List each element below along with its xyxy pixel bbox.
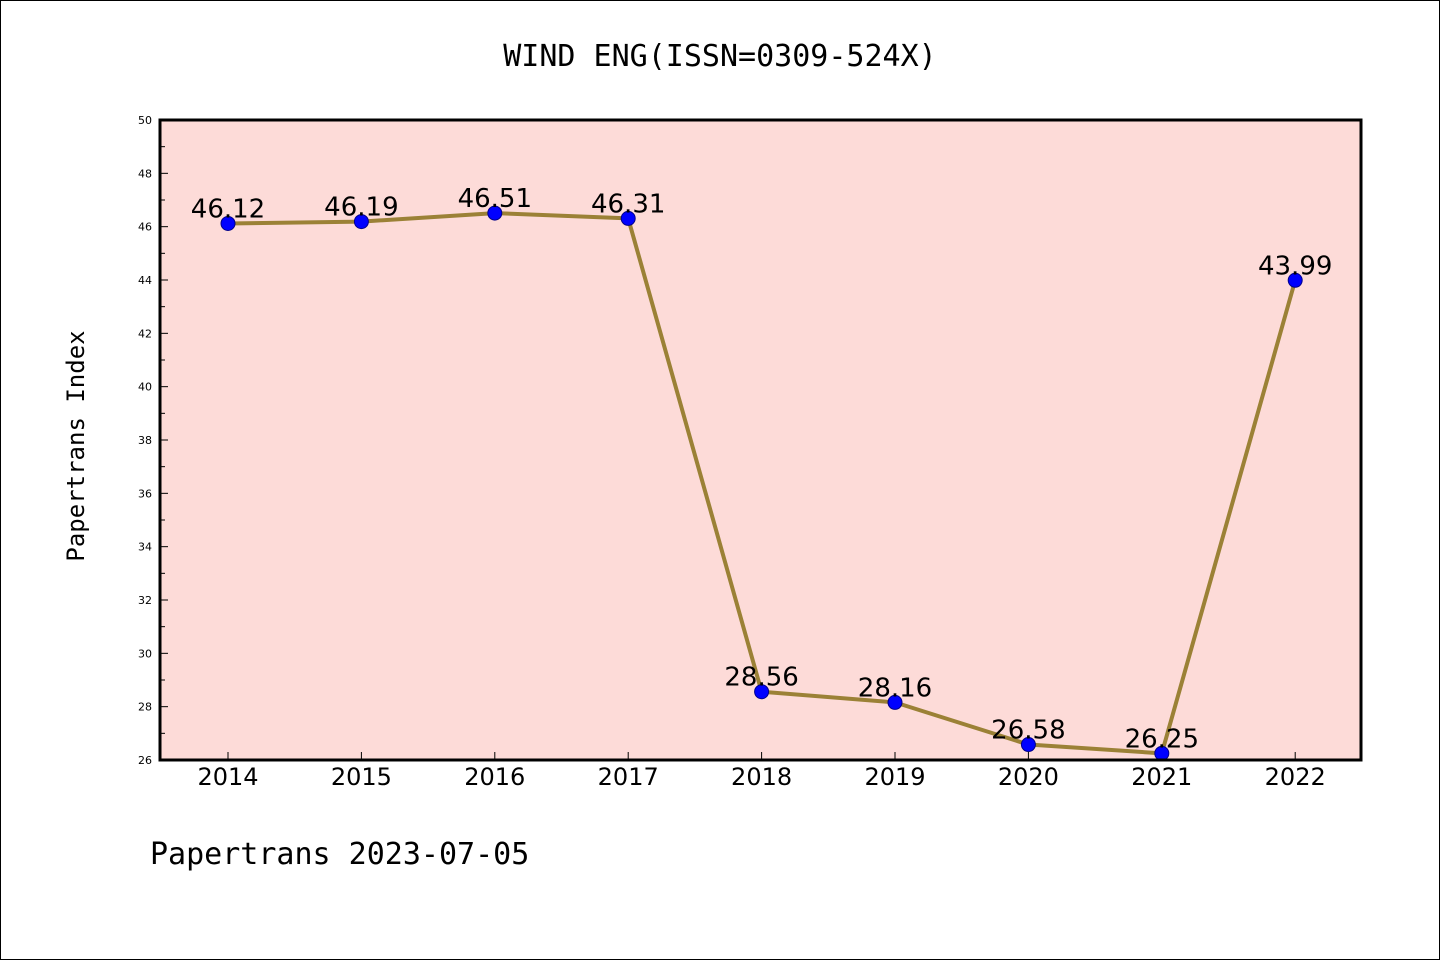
y-tick-label: 36 — [138, 487, 152, 500]
y-tick-label: 28 — [138, 701, 152, 714]
data-point — [220, 215, 236, 231]
x-tick-label: 2016 — [464, 763, 525, 791]
y-axis-label: Papertrans Index — [62, 330, 90, 561]
y-axis-ticks: 26 28 30 32 34 36 38 40 42 44 46 48 50 — [138, 114, 168, 767]
x-tick-label: 2017 — [598, 763, 659, 791]
data-point — [1287, 272, 1303, 288]
series-layer — [220, 205, 1303, 761]
data-label: 46.51 — [458, 184, 532, 214]
x-tick-label: 2015 — [331, 763, 392, 791]
y-tick-label: 44 — [138, 274, 152, 287]
y-tick-label: 40 — [138, 381, 152, 394]
data-point — [620, 210, 636, 226]
x-tick-label: 2018 — [731, 763, 792, 791]
y-tick-label: 34 — [138, 541, 152, 554]
footer-text: Papertrans 2023-07-05 — [150, 837, 529, 872]
x-tick-label: 2021 — [1131, 763, 1192, 791]
y-tick-label: 42 — [138, 327, 152, 340]
x-tick-label: 2019 — [864, 763, 925, 791]
data-label: 46.12 — [191, 194, 265, 224]
data-label: 46.19 — [324, 193, 398, 223]
data-label: 26.58 — [991, 716, 1065, 746]
y-tick-label: 46 — [138, 221, 152, 234]
x-tick-label: 2014 — [197, 763, 258, 791]
data-label: 46.31 — [591, 189, 665, 219]
y-tick-label: 30 — [138, 647, 152, 660]
y-tick-label: 50 — [138, 114, 152, 127]
x-axis-ticks: 2014 2015 2016 2017 2018 2019 2020 2021 2022 — [197, 752, 1326, 791]
plot-border — [158, 118, 1363, 762]
data-point — [887, 694, 903, 710]
data-label: 28.56 — [724, 663, 798, 693]
y-tick-label: 48 — [138, 167, 152, 180]
data-point — [754, 684, 770, 700]
data-point — [487, 205, 503, 221]
x-tick-label: 2022 — [1265, 763, 1326, 791]
y-tick-label: 26 — [138, 754, 152, 767]
data-label: 26.25 — [1125, 724, 1199, 754]
y-tick-label: 38 — [138, 434, 152, 447]
data-point — [1020, 737, 1036, 753]
data-labels-layer: 46.12 46.19 46.51 46.31 28.56 28.16 26.58 26.25… — [191, 184, 1333, 754]
data-point — [353, 214, 369, 230]
data-label: 43.99 — [1258, 251, 1332, 281]
data-label: 28.16 — [858, 673, 932, 703]
chart-title: WIND ENG(ISSN=0309-524X) — [503, 39, 936, 74]
y-tick-label: 32 — [138, 594, 152, 607]
x-tick-label: 2020 — [998, 763, 1059, 791]
